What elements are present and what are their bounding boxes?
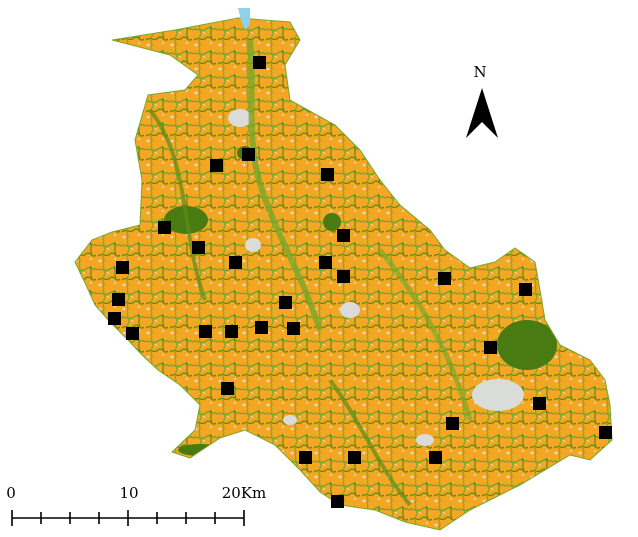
sample-points-layer — [108, 56, 612, 508]
sample-point — [533, 397, 546, 410]
sample-point — [319, 256, 332, 269]
sample-point — [337, 229, 350, 242]
built-up-area — [283, 415, 297, 425]
sample-point — [242, 148, 255, 161]
sample-point — [158, 221, 171, 234]
sample-point — [192, 241, 205, 254]
sample-point — [279, 296, 292, 309]
grassland-strip — [247, 39, 323, 331]
forest-patch — [178, 444, 222, 456]
river-water — [238, 8, 250, 30]
sample-point — [348, 451, 361, 464]
scale-label-20km: 20Km — [222, 484, 267, 502]
sample-point — [116, 261, 129, 274]
sample-point — [225, 325, 238, 338]
sample-point — [446, 417, 459, 430]
grassland-strip — [328, 378, 412, 507]
sample-point — [337, 270, 350, 283]
scale-bar: 0 10 20Km — [6, 484, 266, 526]
built-up-area — [472, 379, 524, 411]
sample-point — [299, 451, 312, 464]
sample-point — [519, 283, 532, 296]
grassland-strip — [148, 108, 207, 301]
sample-point — [429, 451, 442, 464]
forest-patch — [323, 213, 341, 231]
north-arrow-icon — [466, 88, 498, 138]
scale-label-0: 0 — [6, 484, 16, 502]
north-label: N — [473, 63, 486, 81]
grassland-strip — [378, 248, 473, 421]
sample-point — [438, 272, 451, 285]
sample-point — [253, 56, 266, 69]
sample-point — [221, 382, 234, 395]
sample-point — [229, 256, 242, 269]
built-up-area — [340, 302, 360, 318]
sample-point — [126, 327, 139, 340]
forest-patch — [497, 320, 557, 370]
sample-point — [199, 325, 212, 338]
built-up-area — [245, 238, 261, 252]
sample-point — [321, 168, 334, 181]
north-arrow: N — [466, 63, 498, 138]
sample-point — [287, 322, 300, 335]
sample-point — [112, 293, 125, 306]
built-up-area — [228, 109, 252, 127]
sample-point — [331, 495, 344, 508]
sample-point — [210, 159, 223, 172]
sample-point — [255, 321, 268, 334]
sample-point — [484, 341, 497, 354]
built-up-area — [416, 434, 434, 446]
scale-label-10: 10 — [119, 484, 138, 502]
sample-point — [108, 312, 121, 325]
sample-point — [599, 426, 612, 439]
